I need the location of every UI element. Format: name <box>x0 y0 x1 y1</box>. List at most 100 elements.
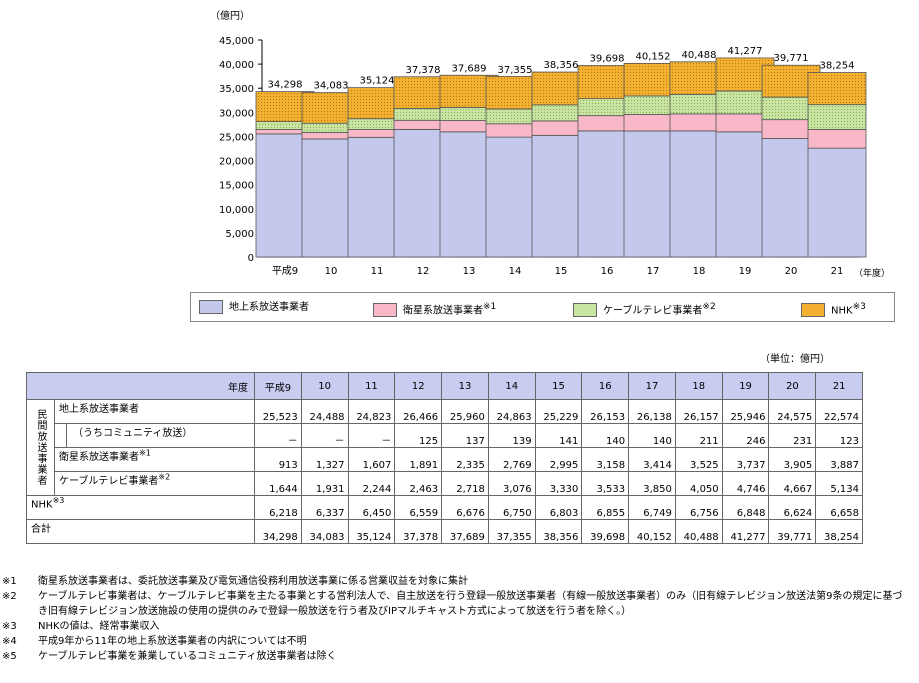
table-cell: 6,803 <box>534 495 583 520</box>
table-cell: 2,769 <box>487 447 536 472</box>
bar-total-label: 40,488 <box>682 50 717 61</box>
header-year: 20 <box>768 372 817 400</box>
row-label: NHK※3 <box>25 495 256 520</box>
x-tick-label: 20 <box>785 266 798 277</box>
y-tick-label: 10,000 <box>219 205 254 216</box>
table-cell: 6,450 <box>347 495 396 520</box>
table-cell: 2,995 <box>534 447 583 472</box>
table-row-total: 合計 34,298 34,083 35,124 37,378 37,689 37,355 3… <box>25 519 863 544</box>
y-tick-label: 0 <box>248 253 254 264</box>
footnote-text: NHKの値は、経常事業収入 <box>38 621 160 632</box>
legend-item-satellite: 衛星系放送事業者※1 <box>373 300 496 318</box>
table-cell: 26,466 <box>394 399 443 424</box>
x-tick-label: 16 <box>601 266 614 277</box>
row-label-text: 地上系放送事業者 <box>59 404 139 415</box>
table-cell: － <box>254 423 302 448</box>
footnote-mark: ※3 <box>2 621 17 632</box>
header-year: 15 <box>534 372 583 400</box>
table-cell: 3,525 <box>674 447 723 472</box>
table-cell: 141 <box>534 423 583 448</box>
table-cell: 25,523 <box>254 399 302 424</box>
header-year: 12 <box>394 372 443 400</box>
table-cell: 6,218 <box>254 495 302 520</box>
table-cell: 6,559 <box>394 495 443 520</box>
footnote-mark: ※4 <box>2 636 17 647</box>
table-cell: 6,749 <box>628 495 676 520</box>
table-cell: 139 <box>487 423 536 448</box>
row-note: ※2 <box>158 472 171 482</box>
table-cell: 22,574 <box>815 399 863 424</box>
header-year: 17 <box>628 372 676 400</box>
bar-total-label: 34,083 <box>314 81 349 92</box>
table-header-row: 年度 平成9 10 11 12 13 14 15 16 17 18 19 20 … <box>25 372 863 400</box>
table-cell: 40,488 <box>674 519 723 544</box>
indent-cell <box>54 423 67 448</box>
bar-total-label: 35,124 <box>360 76 395 87</box>
x-tick-label: 10 <box>325 266 338 277</box>
table-cell: 2,335 <box>441 447 489 472</box>
table-cell: 6,658 <box>815 495 863 520</box>
row-label-text: NHK <box>31 499 53 511</box>
y-tick-label: 45,000 <box>219 36 254 47</box>
table-cell: 37,355 <box>487 519 536 544</box>
y-unit-label: （億円） <box>210 9 250 22</box>
legend-label: ケーブルテレビ事業者 <box>603 305 703 317</box>
table-row-terrestrial: 民間放送事業者 地上系放送事業者 25,523 24,488 24,823 26,46… <box>26 399 863 496</box>
table-cell: 2,244 <box>347 471 396 496</box>
table-cell: 35,124 <box>347 519 396 544</box>
table-cell: 2,718 <box>441 471 489 496</box>
table-cell: 26,138 <box>628 399 676 424</box>
bar-total-label: 38,356 <box>544 60 579 71</box>
x-tick-label: 14 <box>509 266 522 277</box>
table-cell: 25,946 <box>721 399 770 424</box>
footnote-text: ケーブルテレビ事業者は、ケーブルテレビ事業を主たる事業とする営利法人で、自主放送… <box>38 591 903 617</box>
table-row-community: （うちコミュニティ放送） －－－ 125 137 139 141 140 140 211 246… <box>27 423 863 448</box>
table-cell: 5,134 <box>815 471 863 496</box>
legend-item-nhk: NHK※3 <box>801 300 866 318</box>
table-cell: 34,083 <box>300 519 349 544</box>
bar-total-label: 34,298 <box>268 80 303 91</box>
row-label: 衛星系放送事業者※1 <box>53 447 256 472</box>
table-cell: 3,330 <box>534 471 583 496</box>
table-cell: 1,607 <box>347 447 396 472</box>
header-year: 11 <box>347 372 396 400</box>
table-cell: 3,076 <box>487 471 536 496</box>
bar-total-label: 37,378 <box>406 65 441 76</box>
row-note: ※1 <box>139 448 151 458</box>
bar-total-label: 37,689 <box>452 63 487 74</box>
y-tick-label: 25,000 <box>219 132 254 143</box>
table-cell: 3,850 <box>628 471 676 496</box>
table-cell: 123 <box>815 423 863 448</box>
header-year: 14 <box>487 372 536 400</box>
bar-segment-satellite <box>807 128 867 149</box>
table-cell: 41,277 <box>721 519 770 544</box>
table-cell: 3,414 <box>628 447 676 472</box>
table-cell: 4,050 <box>674 471 723 496</box>
legend-note: ※3 <box>852 302 866 312</box>
table-row-cable: ケーブルテレビ事業者※2 1,644 1,931 2,244 2,463 2,718 3,… <box>27 471 863 496</box>
footnote: ※3 NHKの値は、経常事業収入 <box>0 619 919 634</box>
y-tick-label: 20,000 <box>219 157 254 168</box>
footnote-mark: ※1 <box>2 576 17 587</box>
table-cell: 38,254 <box>815 519 863 544</box>
bar-segment-terrestrial <box>807 147 867 258</box>
footnote: ※4 平成9年から11年の地上系放送事業者の内訳については不明 <box>0 634 919 649</box>
legend-note: ※1 <box>483 302 497 312</box>
header-year: 21 <box>815 372 863 400</box>
y-tick-label: 40,000 <box>219 60 254 71</box>
footnote-text: 衛星系放送事業者は、委託放送事業及び電気通信役務利用放送事業に係る営業収益を対象… <box>38 576 468 587</box>
x-tick-label: 13 <box>463 266 476 277</box>
table-cell: 39,698 <box>581 519 630 544</box>
x-tick-label: 18 <box>693 266 706 277</box>
table-cell: 24,823 <box>347 399 396 424</box>
table-cell: 140 <box>581 423 630 448</box>
legend-label: 地上系放送事業者 <box>229 302 309 313</box>
row-label: 合計 <box>25 519 256 544</box>
header-year-label: 年度 <box>25 372 256 400</box>
legend-swatch-cable <box>573 303 597 318</box>
x-tick-label: 11 <box>371 266 384 277</box>
group-label-private: 民間放送事業者 <box>26 399 55 496</box>
table-cell: 6,624 <box>768 495 817 520</box>
table-cell: 246 <box>721 423 770 448</box>
table-cell: 3,158 <box>581 447 630 472</box>
